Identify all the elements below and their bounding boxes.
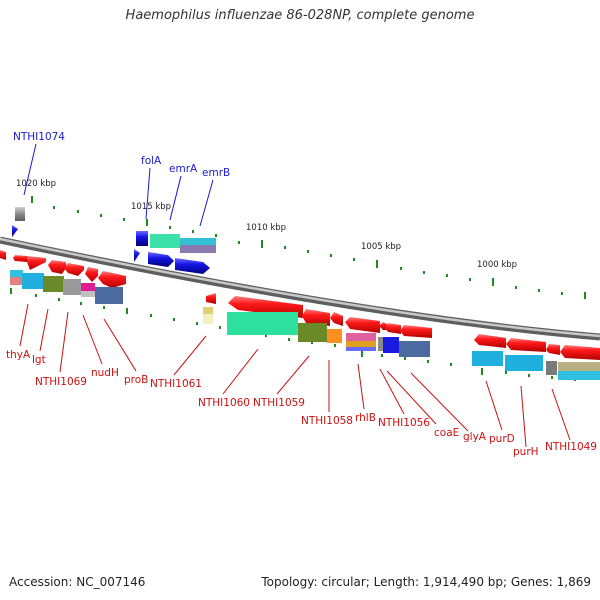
label-prob: proB — [124, 374, 148, 386]
gene-arrow-blue — [148, 252, 174, 267]
kbp-label-1005: 1005 kbp — [361, 242, 401, 252]
gene-block — [150, 234, 180, 248]
gene-arrow-blue — [12, 225, 18, 237]
kbp-label-1000: 1000 kbp — [477, 260, 517, 270]
kbp-label-1010: 1010 kbp — [246, 223, 286, 233]
label-lgt: lgt — [32, 354, 46, 366]
bottom-gene-labels: thyA lgt NTHI1069 nudH proB NTHI1061 NTH… — [6, 349, 597, 458]
gene-arrow-blue — [175, 258, 210, 274]
label-nthi1074: NTHI1074 — [13, 131, 65, 143]
label-coae: coaE — [434, 427, 459, 439]
kbp-label-1020: 1020 kbp — [16, 179, 56, 189]
label-nthi1058: NTHI1058 — [301, 415, 353, 427]
label-purh: purH — [513, 446, 539, 458]
label-nthi1069: NTHI1069 — [35, 376, 87, 388]
gene-block — [15, 207, 25, 221]
label-rhlb: rhlB — [355, 412, 376, 424]
label-emra: emrA — [169, 163, 198, 175]
kbp-label-1015: 1015 kbp — [131, 202, 171, 212]
gene-arrow-blue — [134, 249, 140, 262]
gene-block — [136, 231, 148, 246]
map-title: Haemophilus influenzae 86-028NP, complet… — [125, 8, 475, 23]
lower-strand-genes — [0, 250, 600, 360]
lower-strand-blocks — [10, 270, 600, 380]
gene-block — [180, 245, 216, 253]
label-emrb: emrB — [202, 167, 230, 179]
label-thya: thyA — [6, 349, 31, 361]
genome-summary-text: Topology: circular; Length: 1,914,490 bp… — [261, 575, 591, 589]
label-nthi1060: NTHI1060 — [198, 397, 250, 409]
top-gene-labels: NTHI1074 folA emrA emrB — [13, 131, 230, 179]
label-nthi1056: NTHI1056 — [378, 417, 430, 429]
gene-block — [180, 238, 216, 248]
top-label-leaders — [23, 143, 214, 227]
label-purd: purD — [489, 433, 515, 445]
label-nthi1049: NTHI1049 — [545, 441, 597, 453]
upper-scale-ticks — [31, 196, 586, 299]
accession-text: Accession: NC_007146 — [9, 575, 146, 589]
label-nthi1059: NTHI1059 — [253, 397, 305, 409]
label-glya: glyA — [463, 431, 487, 443]
genome-backbone-highlight — [0, 237, 600, 338]
upper-strand-genes — [12, 207, 216, 274]
label-nthi1061: NTHI1061 — [150, 378, 202, 390]
bottom-label-leaders — [19, 303, 571, 448]
label-nudh: nudH — [91, 367, 119, 379]
label-fola: folA — [141, 155, 162, 167]
